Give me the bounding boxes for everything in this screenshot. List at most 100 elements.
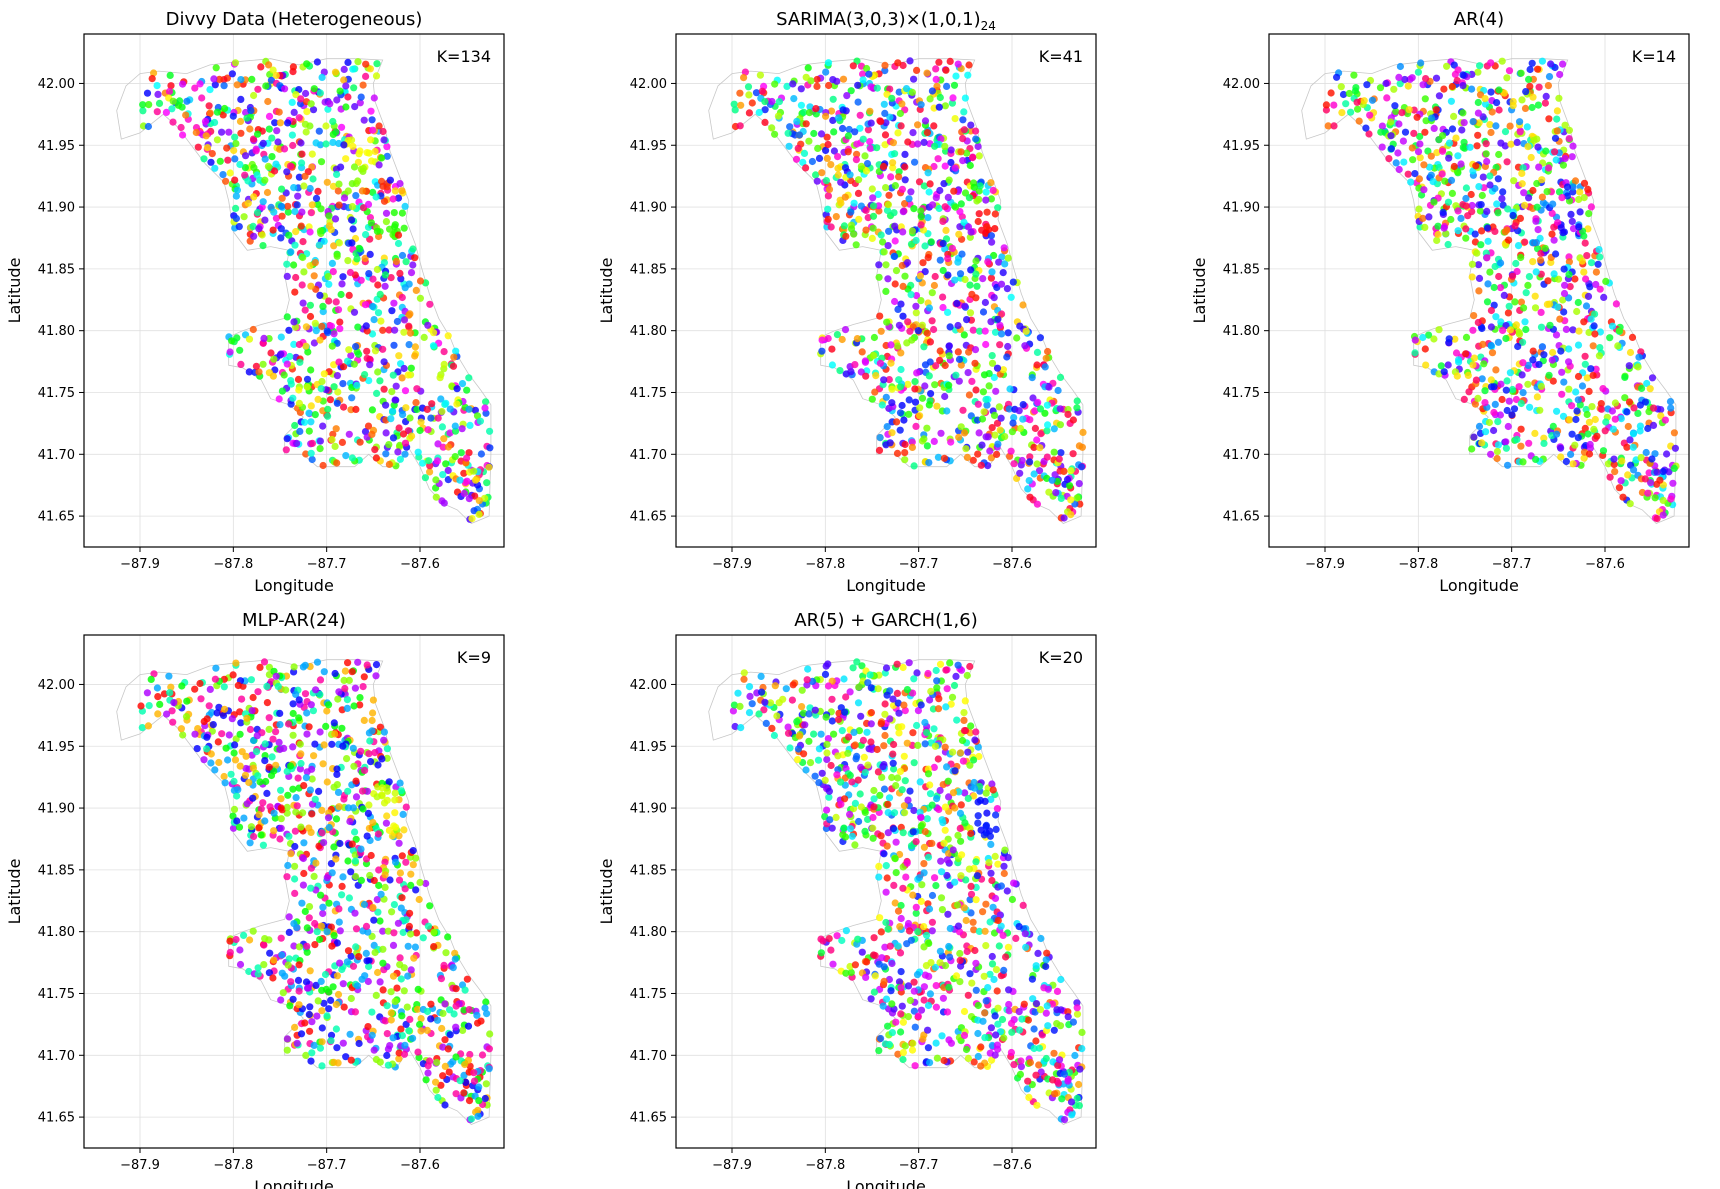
station-point bbox=[871, 388, 879, 396]
station-point bbox=[422, 879, 430, 888]
station-point bbox=[380, 799, 389, 807]
station-point bbox=[901, 272, 909, 280]
station-point bbox=[401, 439, 410, 447]
station-point bbox=[875, 261, 883, 269]
station-point bbox=[399, 430, 408, 438]
station-point bbox=[402, 258, 410, 266]
station-point bbox=[374, 368, 382, 376]
station-point bbox=[1050, 448, 1058, 456]
station-point bbox=[352, 777, 360, 785]
station-point bbox=[1026, 493, 1034, 501]
station-point bbox=[1435, 326, 1443, 334]
station-point bbox=[878, 773, 886, 782]
station-point bbox=[972, 386, 980, 394]
station-point bbox=[1450, 61, 1458, 69]
station-point bbox=[993, 805, 1002, 813]
station-point bbox=[338, 123, 346, 131]
station-point bbox=[344, 93, 352, 101]
station-point bbox=[143, 689, 151, 697]
station-point bbox=[851, 128, 859, 136]
station-point bbox=[956, 809, 965, 818]
axes-frame bbox=[83, 33, 505, 548]
station-point bbox=[1490, 301, 1498, 309]
station-point bbox=[1333, 73, 1341, 81]
station-point bbox=[236, 946, 244, 954]
station-point bbox=[466, 1062, 474, 1070]
station-point bbox=[901, 449, 909, 457]
station-point bbox=[881, 141, 889, 149]
station-point bbox=[1052, 489, 1060, 497]
station-point bbox=[979, 275, 987, 283]
station-point bbox=[277, 350, 285, 358]
station-point bbox=[926, 338, 935, 346]
station-point bbox=[960, 331, 968, 339]
station-point bbox=[303, 709, 311, 717]
station-point bbox=[357, 93, 365, 101]
station-point bbox=[910, 462, 918, 470]
station-point bbox=[348, 668, 356, 676]
station-point bbox=[894, 129, 902, 137]
station-point bbox=[1591, 330, 1599, 338]
station-point bbox=[1057, 449, 1065, 457]
station-point bbox=[464, 1022, 473, 1030]
station-point bbox=[401, 1041, 409, 1049]
station-point bbox=[242, 152, 250, 160]
station-point bbox=[333, 252, 341, 260]
station-point bbox=[1581, 352, 1589, 360]
station-point bbox=[1653, 468, 1661, 476]
station-point bbox=[1636, 422, 1644, 430]
station-point bbox=[1462, 202, 1470, 210]
station-point bbox=[395, 424, 403, 432]
station-point bbox=[898, 100, 906, 108]
station-point bbox=[363, 957, 371, 965]
station-point bbox=[355, 1039, 363, 1048]
station-point bbox=[423, 405, 431, 413]
station-point bbox=[1421, 95, 1429, 103]
station-point bbox=[332, 425, 340, 433]
station-point bbox=[982, 196, 990, 204]
station-point bbox=[396, 954, 404, 962]
station-point bbox=[219, 111, 227, 119]
station-point bbox=[970, 926, 978, 934]
station-point bbox=[333, 770, 341, 779]
station-point bbox=[891, 297, 899, 306]
station-point bbox=[1516, 118, 1524, 126]
station-point bbox=[881, 943, 889, 951]
station-point bbox=[895, 88, 903, 96]
station-point bbox=[170, 699, 178, 707]
station-point bbox=[978, 415, 987, 423]
station-point bbox=[312, 981, 320, 990]
station-point bbox=[997, 330, 1006, 338]
station-point bbox=[906, 57, 914, 65]
station-point bbox=[238, 695, 246, 703]
station-point bbox=[294, 375, 303, 383]
station-point bbox=[1429, 178, 1437, 186]
station-point bbox=[1497, 318, 1505, 326]
station-point bbox=[1041, 409, 1049, 417]
station-point bbox=[334, 1059, 342, 1067]
station-point bbox=[988, 424, 996, 432]
station-point bbox=[266, 803, 274, 811]
station-point bbox=[229, 812, 237, 820]
station-point bbox=[232, 204, 240, 212]
station-point bbox=[438, 407, 446, 416]
station-point bbox=[1019, 401, 1027, 409]
station-point bbox=[814, 144, 822, 152]
station-point bbox=[225, 731, 233, 739]
station-point bbox=[348, 180, 356, 188]
station-point bbox=[285, 231, 293, 239]
station-point bbox=[1474, 109, 1482, 117]
station-point bbox=[228, 715, 236, 723]
station-point bbox=[1421, 128, 1429, 136]
station-point bbox=[260, 334, 268, 342]
station-point bbox=[974, 798, 982, 806]
station-point bbox=[289, 63, 297, 71]
station-point bbox=[285, 832, 293, 840]
station-point bbox=[1555, 188, 1564, 196]
station-point bbox=[838, 727, 846, 735]
station-point bbox=[979, 388, 988, 396]
station-point bbox=[350, 308, 359, 316]
station-point bbox=[307, 209, 315, 217]
station-point bbox=[901, 163, 909, 171]
station-point bbox=[774, 112, 783, 120]
